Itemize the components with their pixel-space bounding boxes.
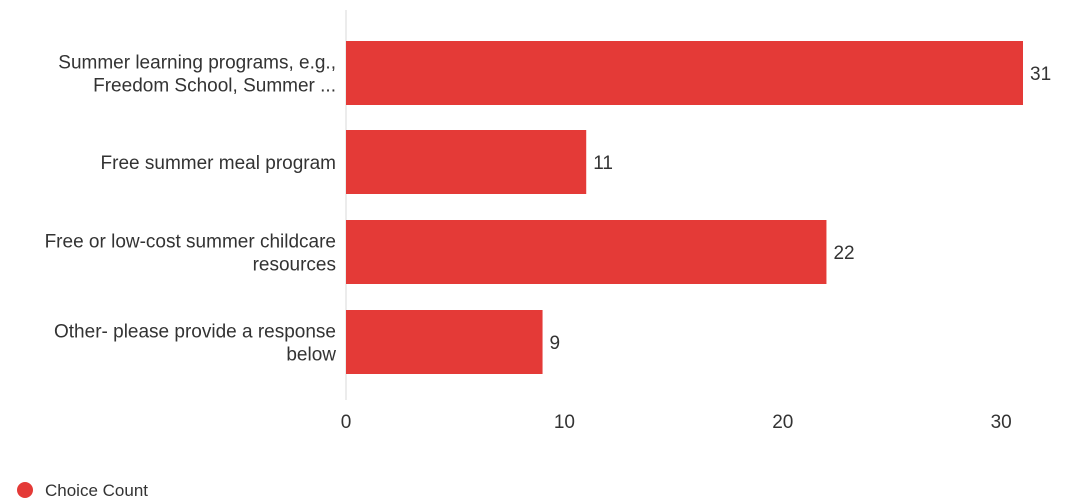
category-label-line: Freedom School, Summer ... <box>93 76 336 97</box>
category-label-1: Summer learning programs, e.g., Freedom S… <box>58 53 336 97</box>
category-label-3: Free or low-cost summer childcare resourc… <box>45 232 336 276</box>
data-labels: 31 11 22 9 <box>550 64 1052 354</box>
category-label-line: below <box>286 345 336 366</box>
category-label-line: Summer learning programs, e.g., <box>58 53 336 74</box>
category-label-line: Free or low-cost summer childcare <box>45 232 336 253</box>
category-label-4: Other- please provide a response below <box>54 322 336 366</box>
data-label-4: 9 <box>550 333 561 354</box>
category-label-2: Free summer meal program <box>101 153 336 174</box>
x-tick-labels: 0 10 20 30 <box>341 412 1012 433</box>
data-label-2: 11 <box>593 153 613 174</box>
category-labels: Summer learning programs, e.g., Freedom S… <box>45 53 337 366</box>
bars-layer <box>346 41 1023 374</box>
x-tick-label-30: 30 <box>991 412 1012 433</box>
x-tick-label-0: 0 <box>341 412 352 433</box>
x-tick-label-10: 10 <box>554 412 575 433</box>
data-label-3: 22 <box>833 243 854 264</box>
category-label-line: Free summer meal program <box>101 153 336 174</box>
bar-3[interactable] <box>346 220 827 284</box>
legend-swatch <box>17 482 33 498</box>
bar-2[interactable] <box>346 130 587 194</box>
data-label-1: 31 <box>1030 64 1051 85</box>
legend[interactable]: Choice Count <box>17 481 148 500</box>
bar-4[interactable] <box>346 310 543 374</box>
bar-1[interactable] <box>346 41 1023 105</box>
legend-label[interactable]: Choice Count <box>45 481 148 500</box>
x-tick-label-20: 20 <box>772 412 793 433</box>
category-label-line: Other- please provide a response <box>54 322 336 343</box>
category-label-line: resources <box>253 255 336 276</box>
